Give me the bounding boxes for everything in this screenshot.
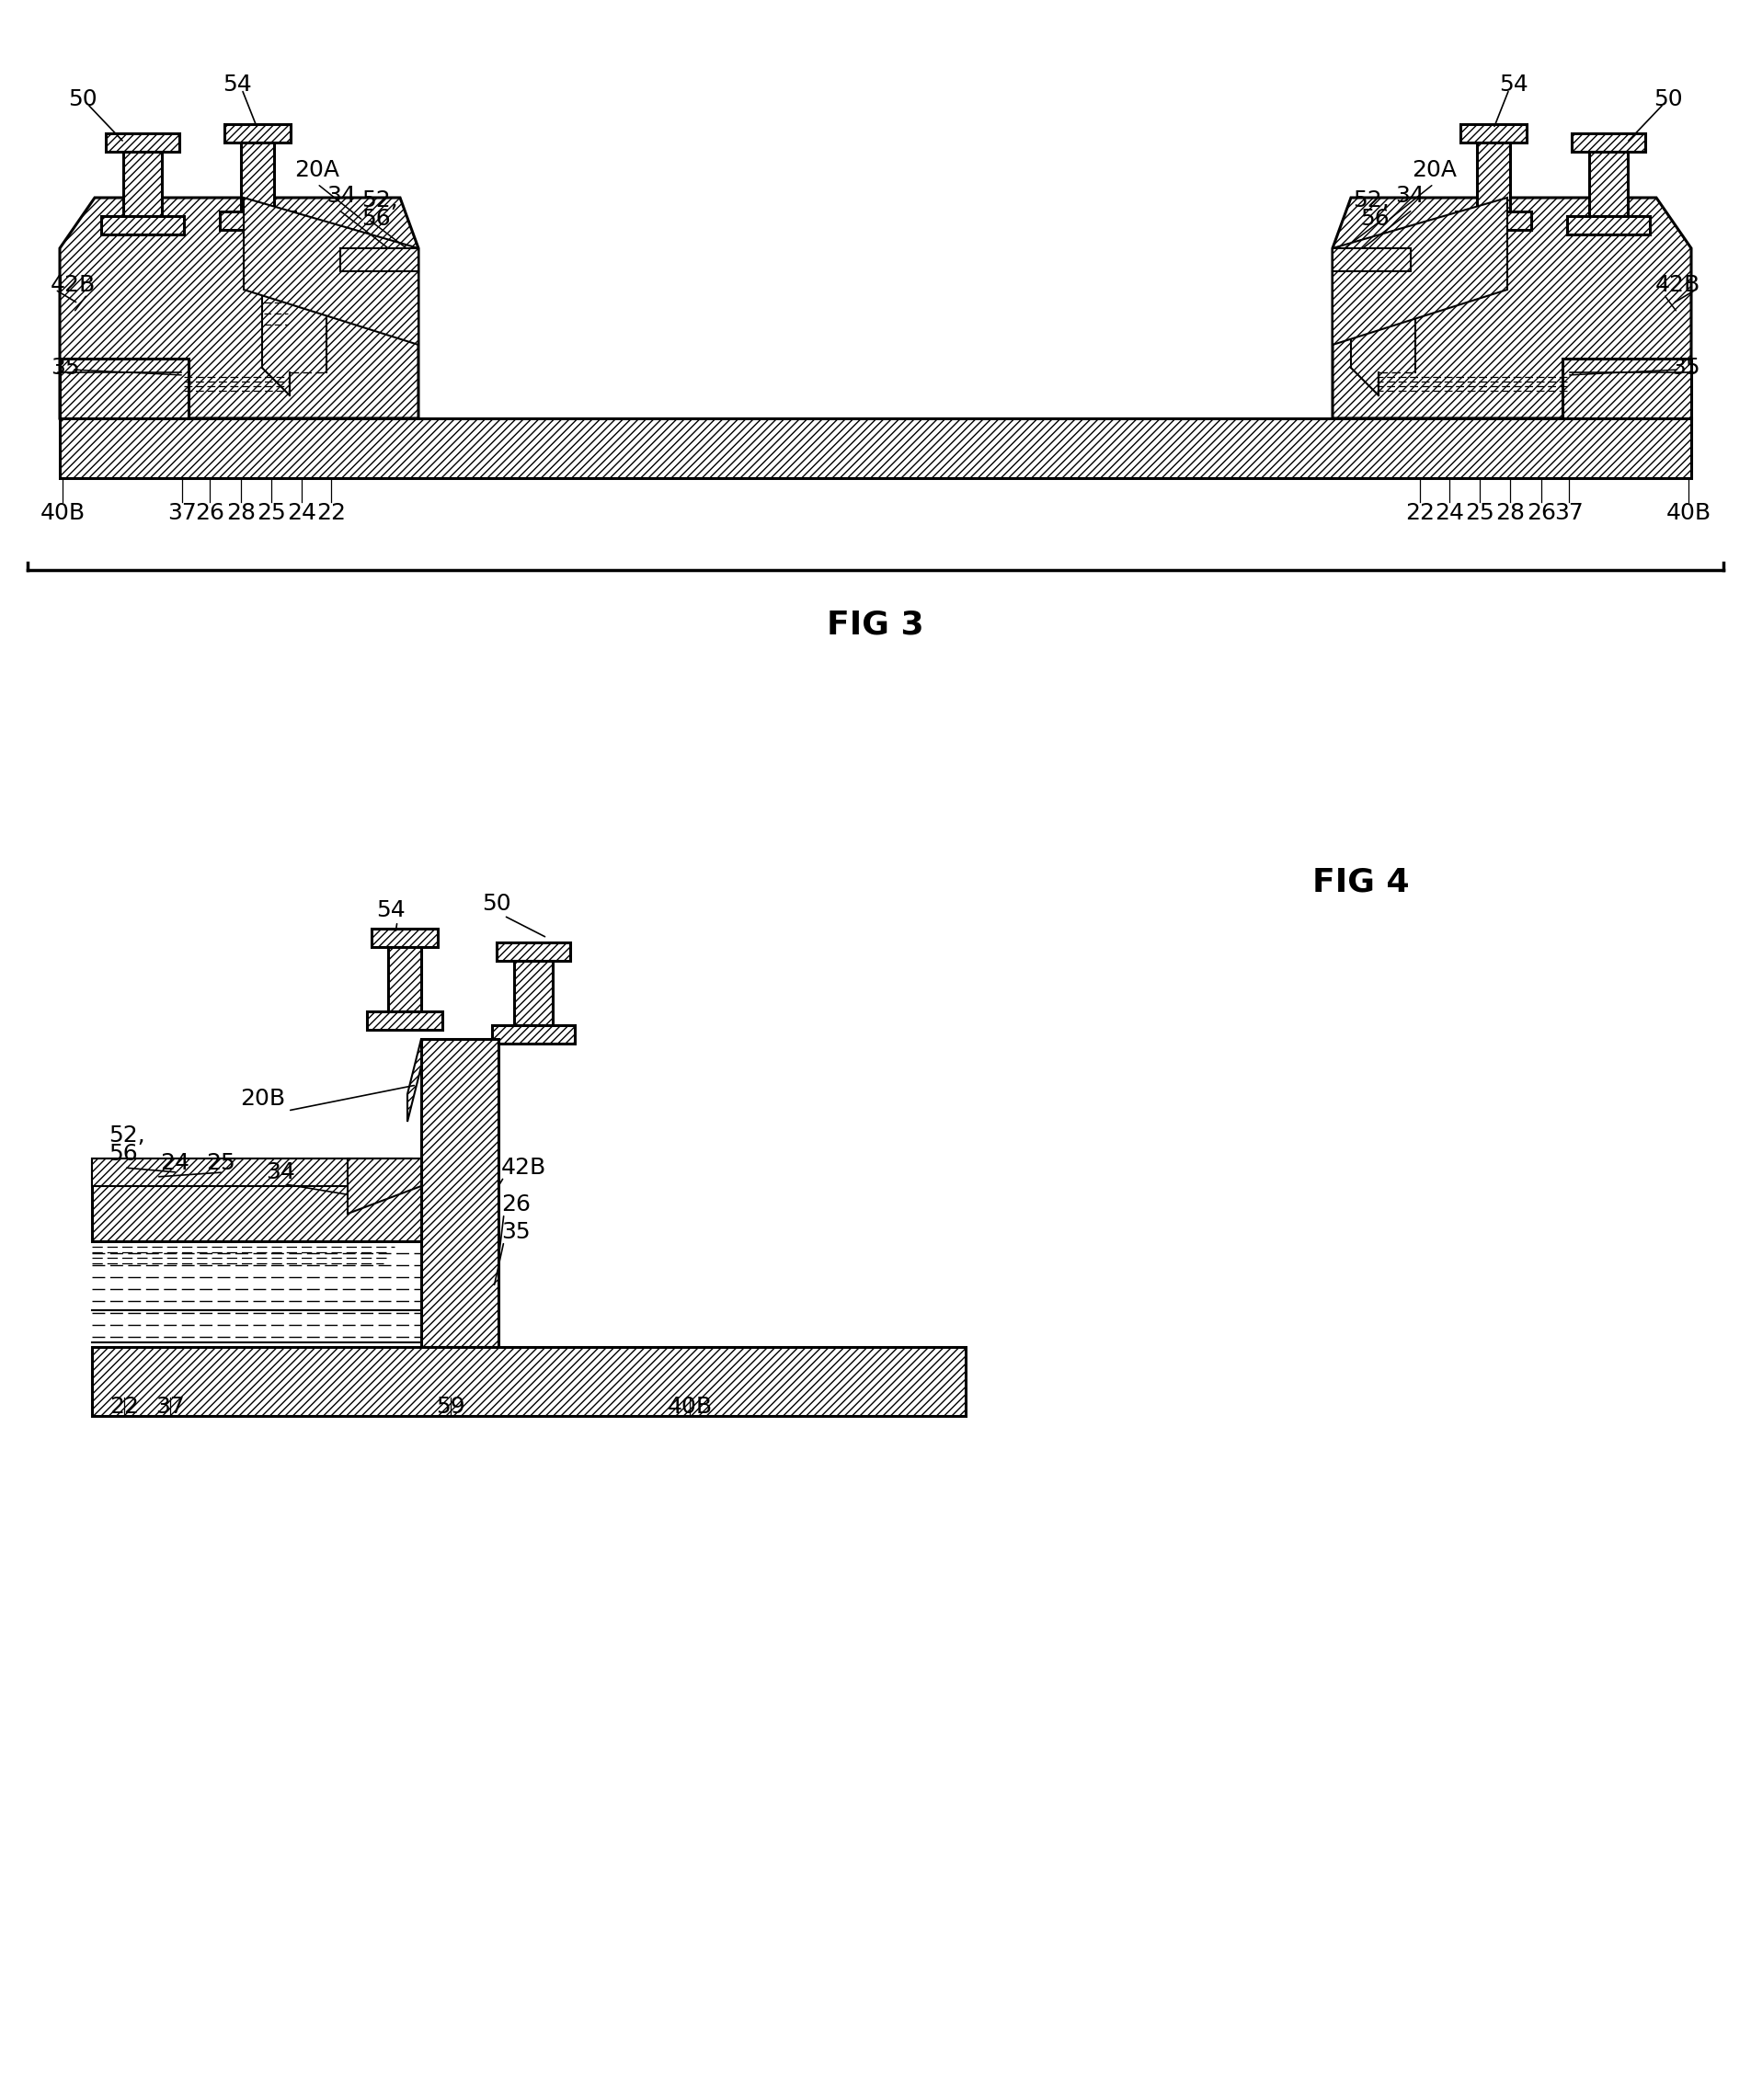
Text: 28: 28 <box>226 502 256 525</box>
Text: 24: 24 <box>287 502 317 525</box>
Text: 20A: 20A <box>294 160 340 181</box>
Text: 50: 50 <box>1653 88 1683 111</box>
Bar <box>1562 359 1691 418</box>
Text: 35: 35 <box>51 357 79 378</box>
Text: 28: 28 <box>1495 502 1525 525</box>
Text: 24: 24 <box>159 1153 189 1174</box>
Text: 37: 37 <box>156 1396 186 1418</box>
Text: 25: 25 <box>1466 502 1494 525</box>
Text: 52,: 52, <box>109 1124 145 1147</box>
Text: 22: 22 <box>109 1396 138 1418</box>
Polygon shape <box>348 1159 422 1214</box>
Text: 42B: 42B <box>1655 273 1700 296</box>
Polygon shape <box>408 1039 422 1121</box>
Bar <box>497 943 571 962</box>
Polygon shape <box>1333 197 1508 344</box>
Text: 40B: 40B <box>40 502 86 525</box>
Polygon shape <box>93 1159 411 1186</box>
Polygon shape <box>60 197 418 418</box>
Bar <box>371 928 438 947</box>
Polygon shape <box>93 1346 965 1415</box>
Bar <box>340 248 418 271</box>
Text: 50: 50 <box>68 88 98 111</box>
Bar <box>1476 143 1509 212</box>
Bar <box>242 143 275 212</box>
Bar <box>1590 151 1628 216</box>
Bar <box>515 962 553 1025</box>
Bar <box>1333 248 1411 271</box>
Polygon shape <box>1333 197 1691 418</box>
Text: 22: 22 <box>1406 502 1434 525</box>
Text: 34: 34 <box>266 1161 296 1182</box>
Text: 25: 25 <box>257 502 285 525</box>
Bar <box>368 1012 443 1029</box>
Polygon shape <box>422 1039 499 1346</box>
Polygon shape <box>93 1159 422 1241</box>
Text: 34: 34 <box>326 185 355 208</box>
Bar <box>389 947 422 1012</box>
Bar <box>1567 216 1649 235</box>
Text: FIG 3: FIG 3 <box>826 609 925 640</box>
Bar <box>1572 132 1646 151</box>
Bar <box>221 212 296 229</box>
Bar <box>1460 124 1527 143</box>
Bar <box>1455 212 1530 229</box>
Text: 35: 35 <box>501 1220 531 1243</box>
Bar <box>123 151 161 216</box>
Text: 37: 37 <box>168 502 196 525</box>
Text: 40B: 40B <box>1665 502 1711 525</box>
Text: 56: 56 <box>361 208 390 229</box>
Bar <box>492 1025 574 1044</box>
Bar <box>60 359 189 418</box>
Text: 25: 25 <box>207 1153 235 1174</box>
Bar <box>60 418 1691 479</box>
Text: 40B: 40B <box>667 1396 713 1418</box>
Text: 20A: 20A <box>1411 160 1457 181</box>
Text: 52,: 52, <box>1354 189 1390 212</box>
Text: 56: 56 <box>1361 208 1390 229</box>
Bar <box>224 124 291 143</box>
Text: 50: 50 <box>482 892 511 916</box>
Text: 42B: 42B <box>501 1157 546 1178</box>
Text: 59: 59 <box>436 1396 466 1418</box>
Text: 35: 35 <box>1672 357 1700 378</box>
Text: 54: 54 <box>222 74 252 97</box>
Text: 26: 26 <box>501 1193 531 1216</box>
Text: 42B: 42B <box>51 273 96 296</box>
Text: 26: 26 <box>194 502 224 525</box>
Bar <box>102 216 184 235</box>
Text: 20B: 20B <box>240 1088 285 1109</box>
Text: 56: 56 <box>109 1142 138 1166</box>
Text: 34: 34 <box>1396 185 1425 208</box>
Text: 22: 22 <box>317 502 345 525</box>
Text: 54: 54 <box>1499 74 1529 97</box>
Polygon shape <box>243 197 418 344</box>
Bar <box>105 132 179 151</box>
Text: 52,: 52, <box>361 189 397 212</box>
Text: 24: 24 <box>1434 502 1464 525</box>
Text: 37: 37 <box>1555 502 1583 525</box>
Text: 54: 54 <box>376 899 406 922</box>
Text: 26: 26 <box>1527 502 1557 525</box>
Text: FIG 4: FIG 4 <box>1313 867 1410 899</box>
